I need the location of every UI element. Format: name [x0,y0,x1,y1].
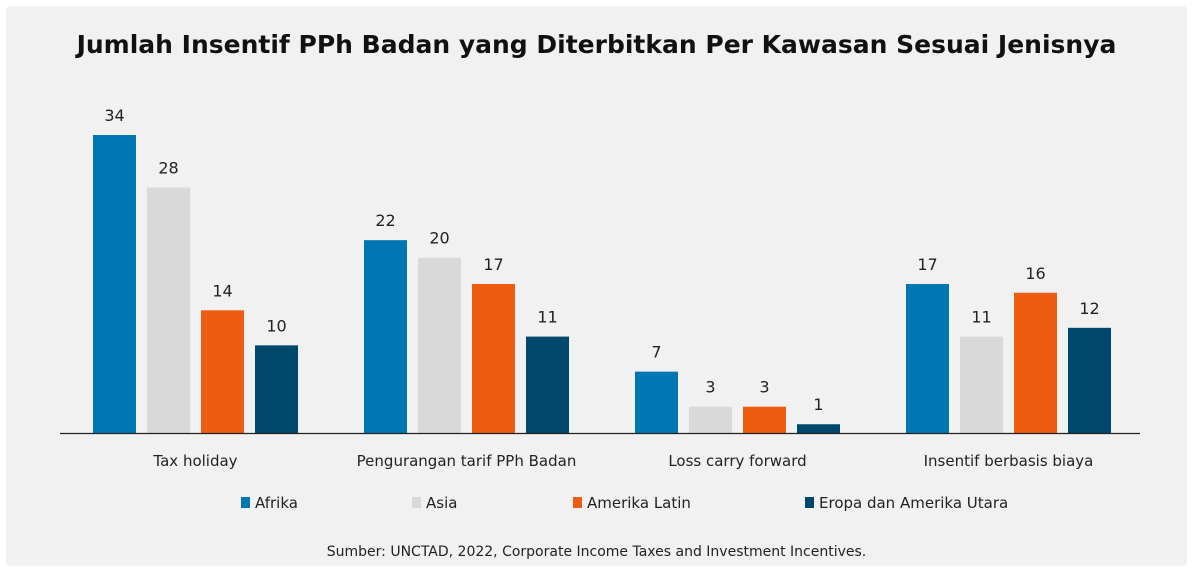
bar [960,336,1003,433]
legend-swatch [412,497,421,508]
data-label: 17 [917,255,937,274]
data-label: 3 [705,378,715,397]
bar [526,336,569,433]
bar [147,187,190,433]
data-label: 10 [266,316,286,335]
legend-label: Eropa dan Amerika Utara [819,494,1008,512]
data-label: 11 [971,308,991,327]
bar [743,406,786,433]
bar [255,345,298,433]
bar [1014,292,1057,433]
legend-label: Afrika [255,494,298,512]
bar [472,284,515,433]
data-label: 7 [651,343,661,362]
data-label: 17 [483,255,503,274]
data-label: 28 [158,159,178,178]
x-tick-label: Loss carry forward [668,452,806,470]
x-tick-label: Pengurangan tarif PPh Badan [357,452,577,470]
legend-swatch [573,497,582,508]
chart-card [6,6,1187,566]
x-tick-label: Insentif berbasis biaya [924,452,1094,470]
data-label: 14 [212,281,232,300]
data-label: 11 [537,308,557,327]
bar [364,240,407,433]
legend-swatch [805,497,814,508]
legend-swatch [241,497,250,508]
chart-title: Jumlah Insentif PPh Badan yang Diterbitk… [76,30,1117,59]
legend-label: Asia [426,494,457,512]
data-label: 12 [1079,299,1099,318]
data-label: 3 [759,378,769,397]
data-label: 16 [1025,264,1045,283]
data-label: 1 [813,395,823,414]
bar [689,406,732,433]
bar [635,371,678,433]
bar [906,284,949,433]
bar [201,310,244,433]
x-tick-label: Tax holiday [152,452,237,470]
bar [93,135,136,433]
data-label: 22 [375,211,395,230]
source-note: Sumber: UNCTAD, 2022, Corporate Income T… [326,544,867,560]
data-label: 20 [429,229,449,248]
bar [797,424,840,433]
bar [418,257,461,433]
data-label: 34 [104,106,124,125]
legend-label: Amerika Latin [587,494,691,512]
bar [1068,327,1111,433]
